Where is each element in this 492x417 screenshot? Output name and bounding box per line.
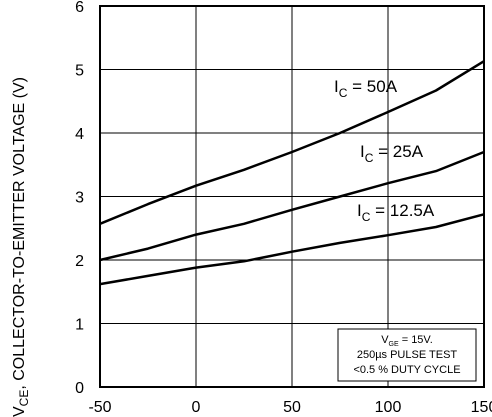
y-tick-label: 5 [75,63,84,80]
series-label-50a: IC = 50A [334,77,398,100]
series-label-25a-main: I [360,142,365,161]
series-label-50a-value: = 50A [347,77,397,96]
x-tick-label: 100 [375,399,402,416]
y-axis-label-main: V [11,406,28,417]
x-tick-label: 0 [192,399,201,416]
series-label-12-5a: IC = 12.5A [357,201,435,224]
x-tick-label: -50 [88,399,111,416]
series-label-25a: IC = 25A [360,142,424,165]
series-label-50a-sub: C [339,86,348,100]
test-conditions-box: VGE = 15V. 250µs PULSE TEST <0.5 % DUTY … [337,328,477,382]
x-tick-label: 150 [471,399,492,416]
x-tick-label: 50 [283,399,301,416]
tick-labels: -500501001500123456 [75,0,492,416]
series-label-12-5a-main: I [357,201,362,220]
y-axis-label-sub: CE [17,390,31,407]
y-tick-label: 4 [75,126,84,143]
series-label-25a-sub: C [365,151,374,165]
grid [100,6,484,387]
y-tick-label: 6 [75,0,84,16]
test-conditions-line1: VGE = 15V. [381,334,433,348]
test-conditions-line2: 250µs PULSE TEST [357,349,458,361]
y-tick-label: 2 [75,253,84,270]
y-axis-label: VCE, COLLECTOR-TO-EMITTER VOLTAGE (V) [11,77,31,417]
series-label-50a-main: I [334,77,339,96]
y-axis-label-rest: , COLLECTOR-TO-EMITTER VOLTAGE (V) [11,77,28,390]
y-tick-label: 3 [75,190,84,207]
test-conditions-line3: <0.5 % DUTY CYCLE [353,364,460,376]
series-label-12-5a-value: = 12.5A [370,201,434,220]
plot-frame [99,5,485,388]
test-conditions-frame [337,328,477,382]
series-line-2 [99,213,485,286]
y-tick-label: 0 [75,380,84,397]
series-label-25a-value: = 25A [373,142,423,161]
series-line-0 [99,60,485,225]
y-tick-label: 1 [75,317,84,334]
test-conditions-line1-sub: GE [389,341,399,348]
test-conditions-line1-main: V [381,334,389,346]
series-lines [99,60,485,286]
series-label-12-5a-sub: C [362,210,371,224]
test-conditions-line1-rest: = 15V. [399,334,433,346]
series-line-1 [99,150,485,262]
